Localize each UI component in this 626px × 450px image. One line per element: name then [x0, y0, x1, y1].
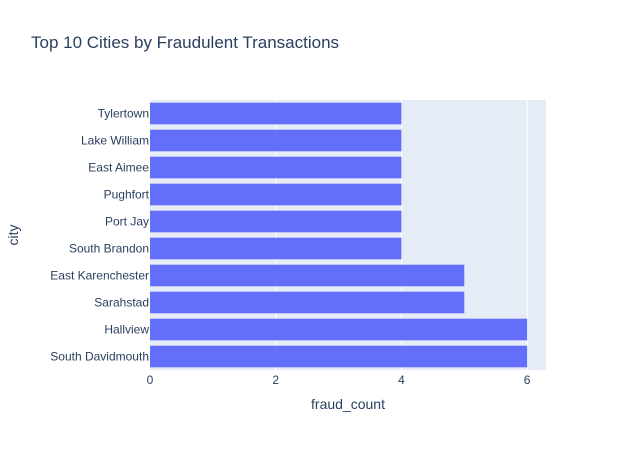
- y-tick-label: East Karenchester: [50, 269, 149, 283]
- bar[interactable]: [150, 210, 402, 233]
- y-tick-label: East Aimee: [88, 161, 149, 175]
- y-tick-label: Tylertown: [98, 107, 149, 121]
- bar[interactable]: [150, 264, 465, 287]
- bar[interactable]: [150, 318, 528, 341]
- y-tick-label: Sarahstad: [94, 296, 149, 310]
- y-tick-label: Port Jay: [105, 215, 149, 229]
- bar[interactable]: [150, 345, 528, 368]
- x-tick-labels: 0 2 4 6: [147, 373, 531, 387]
- x-axis-title: fraud_count: [311, 396, 385, 412]
- bar[interactable]: [150, 156, 402, 179]
- x-tick-label: 6: [524, 373, 531, 387]
- x-tick-label: 4: [398, 373, 405, 387]
- y-axis-title: city: [5, 225, 21, 246]
- x-tick-label: 0: [147, 373, 154, 387]
- y-tick-label: Pughfort: [104, 188, 150, 202]
- bar[interactable]: [150, 237, 402, 260]
- bar[interactable]: [150, 102, 402, 125]
- x-tick-label: 2: [272, 373, 279, 387]
- bars: [150, 102, 528, 368]
- y-tick-labels: South Davidmouth Hallview Sarahstad East Ka…: [50, 107, 149, 364]
- bar[interactable]: [150, 291, 465, 314]
- bar[interactable]: [150, 183, 402, 206]
- y-tick-label: South Davidmouth: [50, 350, 149, 364]
- y-tick-label: South Brandon: [69, 242, 149, 256]
- chart-title: Top 10 Cities by Fraudulent Transactions: [31, 33, 340, 52]
- y-tick-label: Hallview: [104, 323, 149, 337]
- bar[interactable]: [150, 129, 402, 152]
- y-tick-label: Lake William: [81, 134, 149, 148]
